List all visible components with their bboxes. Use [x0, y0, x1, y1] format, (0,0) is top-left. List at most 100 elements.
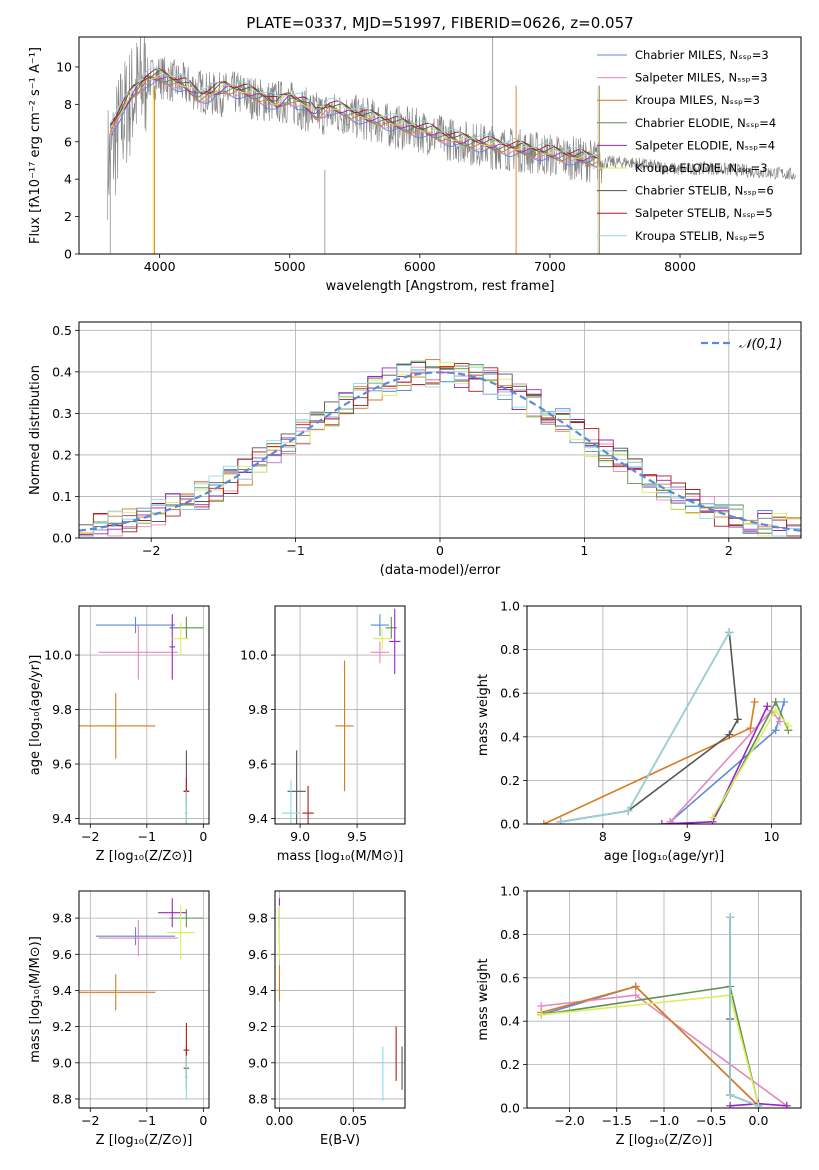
x-tick-label: 6000	[404, 259, 436, 274]
plot-area	[79, 898, 204, 1099]
panel-residuals: −2 −1 0 1 2 0.0 0.1 0.2 0.3 0.4 0.5 (data-model)/er…	[28, 321, 802, 578]
x-tick-label: −1	[138, 1113, 156, 1128]
weight-marker	[726, 1090, 735, 1099]
weight-line	[541, 994, 760, 1106]
y-tick-label: 9.6	[52, 757, 72, 772]
data-point	[287, 750, 306, 824]
weight-marker	[763, 702, 772, 711]
axes-frame	[78, 36, 802, 255]
panel-weight-vs-age: 8 9 10 0.0 0.2 0.4 0.6 0.8 1.0 age [log₁₀(age/yr)…	[476, 599, 802, 864]
x-tick-label: −0.5	[696, 1113, 726, 1128]
normal-reference-curve	[79, 371, 801, 532]
legend-entry: Chabrier STELIB, Nₛₛₚ=6	[635, 184, 774, 198]
weight-marker	[708, 813, 717, 822]
data-point	[302, 785, 314, 824]
data-point	[172, 622, 190, 656]
y-tick-label: 1.0	[500, 599, 520, 614]
y-axis-label: mass [log₁₀(M/M⊙)]	[28, 936, 43, 1063]
x-axis-label: wavelength [Angstrom, rest frame]	[326, 279, 555, 294]
legend-entry: Kroupa MILES, Nₛₛₚ=3	[635, 93, 760, 107]
data-point	[169, 909, 204, 928]
y-tick-label: 0.2	[500, 1057, 520, 1072]
legend-entry: Kroupa ELODIE, Nₛₛₚ=3	[635, 161, 768, 175]
weight-marker	[780, 697, 789, 706]
data-point	[385, 616, 398, 639]
x-tick-label: 9.0	[290, 829, 310, 844]
panel-spectrum: 4000 5000 6000 7000 8000 0 2 4 6 8 10 wavelength [A…	[28, 36, 802, 294]
weight-marker	[657, 820, 666, 824]
grid-lines	[79, 891, 209, 1108]
y-tick-label: 9.4	[52, 983, 72, 998]
data-point	[335, 660, 354, 792]
weight-marker	[784, 721, 793, 730]
y-tick-label: 1.0	[500, 884, 520, 899]
data-point	[158, 898, 187, 928]
x-axis-label: (data-model)/error	[380, 563, 501, 578]
grid-lines	[527, 890, 801, 1109]
x-tick-label: 9	[683, 829, 691, 844]
plot-area	[281, 608, 401, 824]
plot-area	[79, 359, 801, 537]
axes-frame	[526, 890, 802, 1109]
data-point	[169, 614, 176, 680]
x-tick-label: −1.0	[649, 1113, 679, 1128]
x-tick-label: −2.0	[554, 1113, 584, 1128]
weight-marker	[666, 817, 675, 824]
x-tick-label: 5000	[274, 259, 306, 274]
data-point	[389, 608, 401, 675]
y-tick-label: 9.8	[52, 911, 72, 926]
y-tick-label: 0.1	[52, 489, 72, 504]
y-tick-label: 0	[64, 247, 72, 262]
y-tick-label: 9.6	[248, 757, 268, 772]
weight-marker	[725, 628, 734, 637]
grid-lines	[527, 605, 801, 825]
axes-frame	[274, 605, 406, 825]
y-tick-label: 0.6	[500, 970, 520, 985]
y-axis-label: mass weight	[476, 958, 491, 1040]
model-line	[109, 67, 600, 157]
axes-frame	[526, 605, 802, 825]
data-point	[281, 780, 301, 824]
weight-line	[560, 632, 739, 823]
x-axis-label: Z [log₁₀(Z/Z⊙)]	[96, 1133, 193, 1148]
legend-entry: Salpeter ELODIE, Nₛₛₚ=4	[635, 138, 775, 152]
y-tick-label: 4	[64, 172, 72, 187]
grid-lines	[79, 606, 209, 824]
y-tick-label: 8	[64, 97, 72, 112]
y-tick-label: 0.2	[500, 773, 520, 788]
y-tick-label: 0.4	[500, 729, 520, 744]
x-tick-label: 2	[725, 543, 733, 558]
weight-marker	[782, 1101, 791, 1108]
weight-marker	[733, 715, 742, 724]
y-tick-label: 0.8	[500, 927, 520, 942]
weight-marker	[726, 913, 735, 922]
legend-entry: 𝒩(0,1)	[739, 337, 782, 352]
y-tick-label: 6	[64, 134, 72, 149]
grid-lines	[275, 891, 405, 1108]
legend: Chabrier MILES, Nₛₛₚ=3 Salpeter MILES, Nₛ…	[597, 48, 776, 243]
x-tick-label: 10	[764, 829, 780, 844]
y-tick-label: 9.4	[248, 983, 268, 998]
y-tick-label: 9.2	[248, 1019, 268, 1034]
weight-marker	[539, 820, 548, 824]
y-axis-label: Flux [fλ10⁻¹⁷ erg cm⁻² s⁻¹ A⁻¹]	[28, 47, 43, 244]
panel-weight-vs-Z: −2.0 −1.5 −1.0 −0.5 0.0 0.0 0.2 0.4 0.6 0.8 1.0 Z […	[476, 884, 802, 1148]
legend: 𝒩(0,1)	[701, 337, 782, 352]
y-tick-label: 9.0	[52, 1055, 72, 1070]
plot-area	[537, 913, 791, 1108]
y-tick-label: 9.4	[52, 811, 72, 826]
data-point	[95, 927, 176, 946]
data-point	[98, 625, 178, 680]
x-tick-label: 8000	[664, 259, 696, 274]
plot-area	[278, 898, 403, 1101]
axes-frame	[78, 605, 210, 825]
figure-title: PLATE=0337, MJD=51997, FIBERID=0626, z=0…	[246, 14, 633, 32]
y-tick-label: 9.6	[52, 947, 72, 962]
weight-marker	[771, 697, 780, 706]
model-line	[109, 72, 600, 160]
weight-marker	[775, 717, 784, 726]
y-tick-label: 9.6	[248, 947, 268, 962]
weight-marker	[726, 1101, 735, 1108]
x-axis-label: Z [log₁₀(Z/Z⊙)]	[616, 1133, 713, 1148]
axes-frame	[78, 890, 210, 1109]
